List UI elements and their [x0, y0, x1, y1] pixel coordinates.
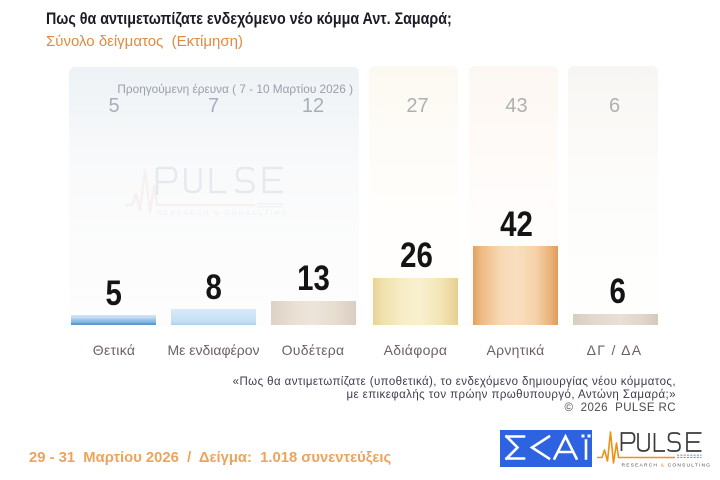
svg-text:RESEARCH & CONSULTING: RESEARCH & CONSULTING — [622, 463, 712, 469]
svg-text:RESEARCH & CONSULTING: RESEARCH & CONSULTING — [157, 210, 289, 217]
